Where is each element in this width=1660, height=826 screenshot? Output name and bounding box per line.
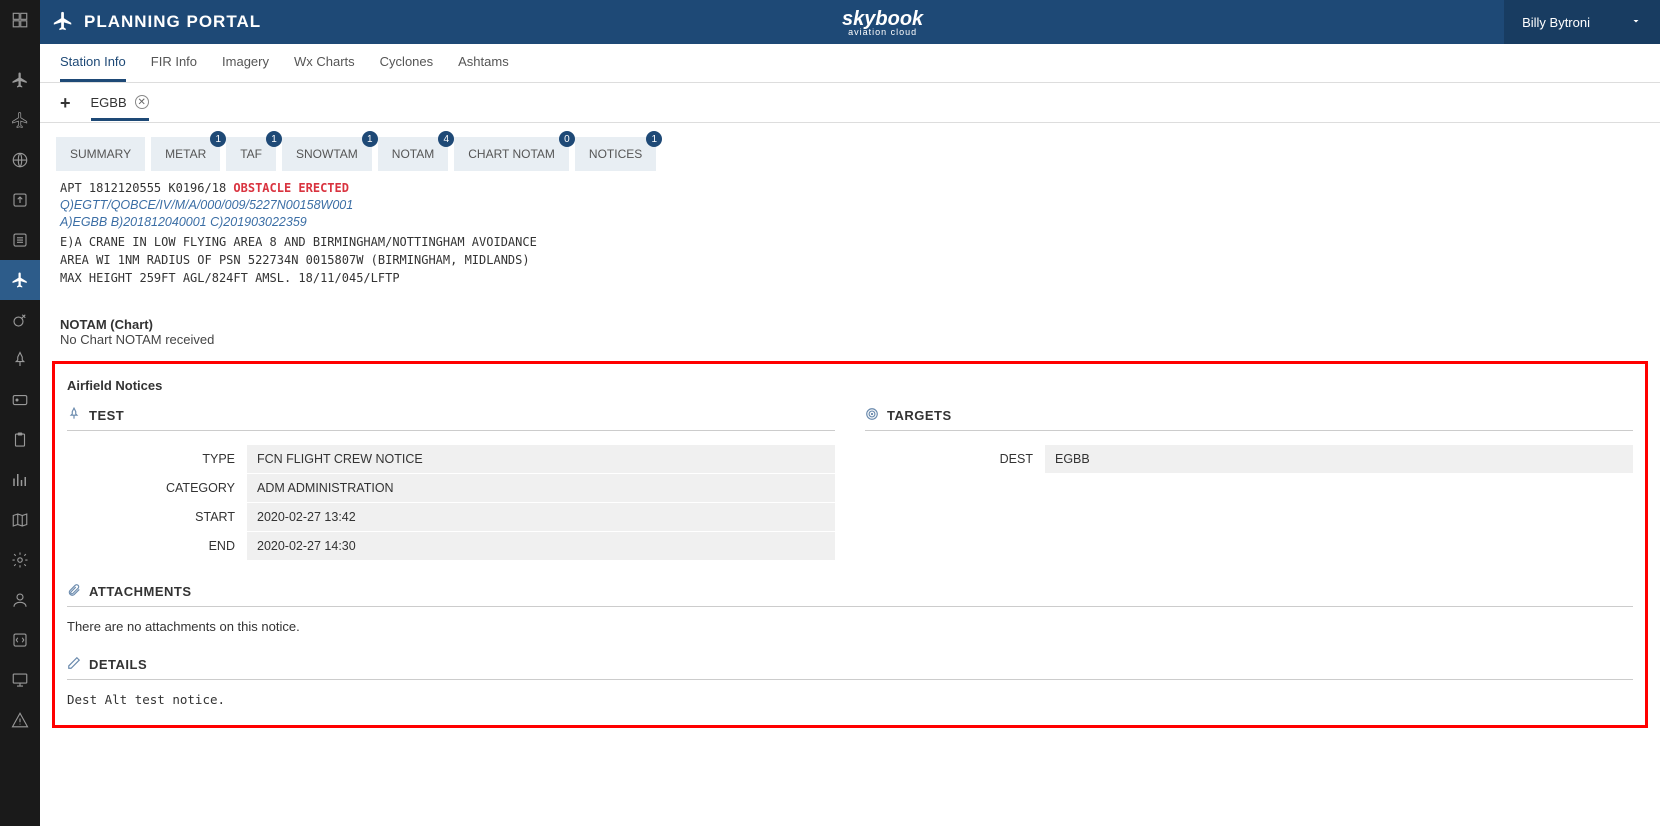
close-station-icon[interactable]: ✕ xyxy=(135,95,149,109)
sidebar-item-code[interactable] xyxy=(0,620,40,660)
subtab-chart-notam[interactable]: CHART NOTAM0 xyxy=(454,137,569,171)
user-menu[interactable]: Billy Bytroni xyxy=(1504,0,1660,44)
sidebar-item-plane2[interactable] xyxy=(0,100,40,140)
subtab-metar[interactable]: METAR1 xyxy=(151,137,220,171)
plane-logo-icon xyxy=(52,10,74,35)
notam-alert: OBSTACLE ERECTED xyxy=(233,181,349,195)
notam-chart-title: NOTAM (Chart) xyxy=(60,317,1640,332)
details-text: Dest Alt test notice. xyxy=(67,692,1633,707)
brand-sub: aviation cloud xyxy=(842,27,923,37)
sidebar-item-grid[interactable] xyxy=(0,0,40,40)
paperclip-icon xyxy=(67,583,81,600)
notam-body: E)A CRANE IN LOW FLYING AREA 8 AND BIRMI… xyxy=(60,233,1640,287)
row-category: CATEGORY ADM ADMINISTRATION xyxy=(67,474,835,502)
brand-logo: skybook aviation cloud xyxy=(261,8,1504,37)
sidebar-item-flight[interactable] xyxy=(0,260,40,300)
station-tab-active[interactable]: EGBB ✕ xyxy=(91,95,149,121)
label-type: TYPE xyxy=(67,445,247,473)
tab-wx-charts[interactable]: Wx Charts xyxy=(294,54,355,82)
test-title: TEST xyxy=(89,408,124,423)
primary-tabs: Station Info FIR Info Imagery Wx Charts … xyxy=(40,44,1660,83)
row-end: END 2020-02-27 14:30 xyxy=(67,532,835,560)
badge: 1 xyxy=(210,131,226,147)
targets-panel: TARGETS DEST EGBB xyxy=(865,407,1633,561)
sidebar-item-clipboard[interactable] xyxy=(0,420,40,460)
subtab-label: SUMMARY xyxy=(70,147,131,161)
sidebar-item-globe[interactable] xyxy=(0,140,40,180)
label-end: END xyxy=(67,532,247,560)
pin-icon xyxy=(67,407,81,424)
tab-imagery[interactable]: Imagery xyxy=(222,54,269,82)
sidebar-item-monitor[interactable] xyxy=(0,660,40,700)
subtab-notam[interactable]: NOTAM4 xyxy=(378,137,448,171)
value-end: 2020-02-27 14:30 xyxy=(247,532,835,560)
sidebar-item-upload[interactable] xyxy=(0,180,40,220)
chevron-down-icon xyxy=(1630,15,1642,30)
tab-cyclones[interactable]: Cyclones xyxy=(380,54,433,82)
pencil-icon xyxy=(67,656,81,673)
subtab-row: SUMMARY METAR1 TAF1 SNOWTAM1 NOTAM4 CHAR… xyxy=(40,123,1660,179)
sidebar-item-card[interactable] xyxy=(0,380,40,420)
airfield-notices-box: Airfield Notices TEST TYPE FCN FLIGHT CR… xyxy=(52,361,1648,728)
sidebar-item-chart[interactable] xyxy=(0,460,40,500)
attachments-title: ATTACHMENTS xyxy=(89,584,192,599)
sidebar-item-list[interactable] xyxy=(0,220,40,260)
subtab-taf[interactable]: TAF1 xyxy=(226,137,276,171)
row-start: START 2020-02-27 13:42 xyxy=(67,503,835,531)
badge: 1 xyxy=(266,131,282,147)
label-start: START xyxy=(67,503,247,531)
badge: 1 xyxy=(646,131,662,147)
add-station-button[interactable]: + xyxy=(60,93,71,122)
row-dest: DEST EGBB xyxy=(865,445,1633,473)
label-dest: DEST xyxy=(865,445,1045,473)
value-dest: EGBB xyxy=(1045,445,1633,473)
subtab-label: METAR xyxy=(165,147,206,161)
subtab-notices[interactable]: NOTICES1 xyxy=(575,137,656,171)
header: PLANNING PORTAL skybook aviation cloud B… xyxy=(40,0,1660,44)
details-title: DETAILS xyxy=(89,657,147,672)
subtab-summary[interactable]: SUMMARY xyxy=(56,137,145,171)
attachments-text: There are no attachments on this notice. xyxy=(67,619,1633,634)
value-start: 2020-02-27 13:42 xyxy=(247,503,835,531)
notam-header-prefix: APT 1812120555 K0196/18 xyxy=(60,181,233,195)
subtab-label: SNOWTAM xyxy=(296,147,358,161)
subtab-label: TAF xyxy=(240,147,262,161)
notam-q-line1: Q)EGTT/QOBCE/IV/M/A/000/009/5227N00158W0… xyxy=(60,198,1640,212)
sidebar-item-plane[interactable] xyxy=(0,60,40,100)
user-name: Billy Bytroni xyxy=(1522,15,1590,30)
value-category: ADM ADMINISTRATION xyxy=(247,474,835,502)
header-title: PLANNING PORTAL xyxy=(84,12,261,32)
badge: 1 xyxy=(362,131,378,147)
target-icon xyxy=(865,407,879,424)
test-panel: TEST TYPE FCN FLIGHT CREW NOTICE CATEGOR… xyxy=(67,407,835,561)
sidebar-item-user[interactable] xyxy=(0,580,40,620)
sidebar-item-pin[interactable] xyxy=(0,340,40,380)
targets-title: TARGETS xyxy=(887,408,952,423)
sidebar xyxy=(0,0,40,826)
subtab-label: NOTICES xyxy=(589,147,642,161)
tab-station-info[interactable]: Station Info xyxy=(60,54,126,82)
badge: 0 xyxy=(559,131,575,147)
subtab-snowtam[interactable]: SNOWTAM1 xyxy=(282,137,372,171)
tab-fir-info[interactable]: FIR Info xyxy=(151,54,197,82)
airfield-notices-title: Airfield Notices xyxy=(67,378,1633,393)
row-type: TYPE FCN FLIGHT CREW NOTICE xyxy=(67,445,835,473)
tab-ashtams[interactable]: Ashtams xyxy=(458,54,509,82)
sidebar-item-map[interactable] xyxy=(0,500,40,540)
value-type: FCN FLIGHT CREW NOTICE xyxy=(247,445,835,473)
subtab-label: NOTAM xyxy=(392,147,434,161)
attachments-header: ATTACHMENTS xyxy=(67,583,1633,607)
details-header: DETAILS xyxy=(67,656,1633,680)
subtab-label: CHART NOTAM xyxy=(468,147,555,161)
notam-chart-sub: No Chart NOTAM received xyxy=(60,332,1640,347)
label-category: CATEGORY xyxy=(67,474,247,502)
sidebar-item-settings[interactable] xyxy=(0,540,40,580)
station-tabs: + EGBB ✕ xyxy=(40,83,1660,123)
station-code: EGBB xyxy=(91,95,127,110)
sidebar-item-bomb[interactable] xyxy=(0,300,40,340)
badge: 4 xyxy=(438,131,454,147)
notam-q-line2: A)EGBB B)201812040001 C)201903022359 xyxy=(60,215,1640,229)
sidebar-item-alert[interactable] xyxy=(0,700,40,740)
notam-header: APT 1812120555 K0196/18 OBSTACLE ERECTED xyxy=(60,181,1640,195)
